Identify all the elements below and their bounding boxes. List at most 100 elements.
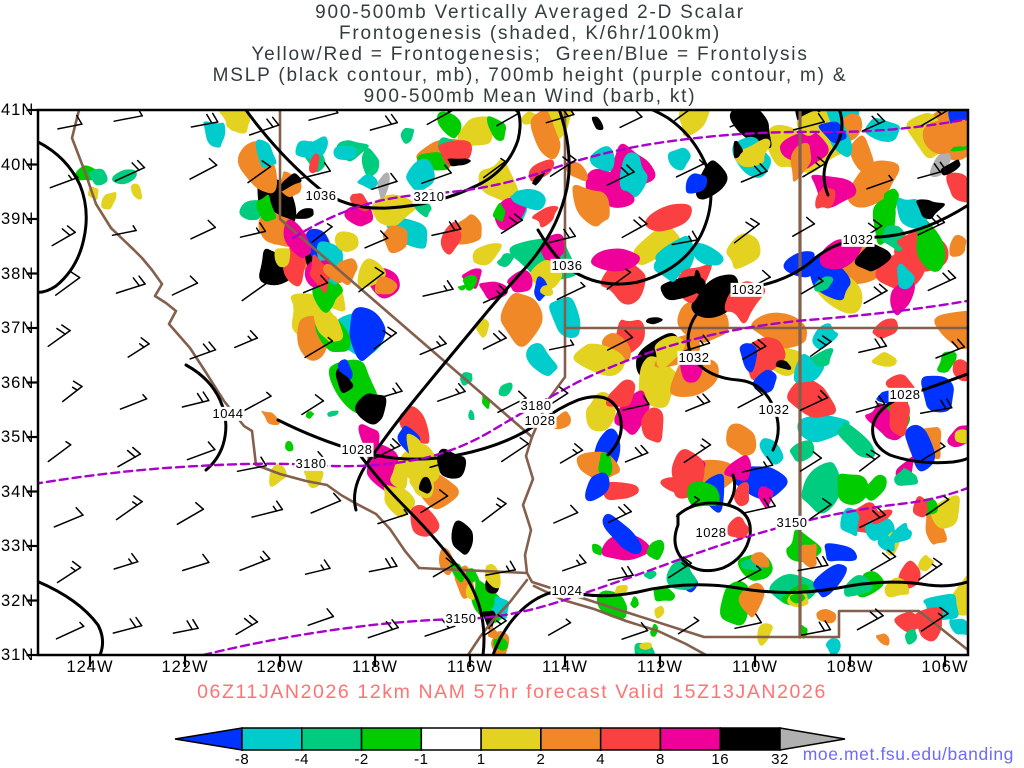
chart-title-block: 900-500mb Vertically Averaged 2-D Scalar… [40,2,1020,107]
shading-blob [619,152,648,198]
shading-blob [734,138,771,168]
shading-blob [355,393,387,425]
shading-blob [840,507,860,537]
shading-blob [374,276,398,295]
shading-blob [592,543,602,556]
shading-blob [591,116,604,131]
shading-blob [256,194,277,222]
shading-blob [685,173,708,194]
title-line-2: Frontogenesis (shaded, K/6hr/100km) [339,23,721,44]
shading-blob [727,516,750,540]
shading-blob [572,184,610,227]
shading-blob [361,148,380,179]
shading-blob [815,187,836,209]
shading-blob [667,147,691,171]
shading-blob [889,522,912,543]
shading-blob [921,375,954,413]
shading-blob [750,552,770,568]
shading-blob [457,284,467,291]
shading-blob [896,235,917,251]
shading-blob [654,605,665,619]
colorbar-segment [599,727,662,751]
shading-blob [309,153,320,174]
shading-blob [801,462,841,514]
shading-blob [269,464,287,487]
colorbar-over-arrow [779,727,846,751]
shading-blob [591,248,640,272]
shading-blob [526,342,558,376]
shading-blob [400,127,415,144]
shading-blob [946,172,968,203]
shading-blob [462,274,478,291]
shading-blob [285,440,294,452]
forecast-info-text: 06Z11JAN2026 12km NAM 57hr forecast Vali… [197,681,827,703]
shading-blob [88,168,108,186]
shading-blob [382,225,408,254]
shading-blob [472,243,502,266]
shading-blob [687,481,720,507]
shading-blob [274,248,291,268]
shading-blob [418,476,432,494]
title-line-4: MSLP (black contour, mb), 700mb height (… [212,65,848,86]
shading-blob [825,638,841,655]
shading-blob [692,242,724,266]
colorbar-segment [480,727,542,751]
shading-blob [653,586,676,602]
shading-blob [894,468,919,486]
shading-blob [437,111,462,139]
shading-blob [757,486,774,508]
shading-blob [775,360,792,370]
shading-blob [871,352,897,367]
shading-blob [532,205,559,228]
shading-blob [837,422,876,459]
mexico-border [417,566,968,652]
shading-blob [729,110,772,149]
shading-blob [602,513,642,555]
shading-blob [814,276,834,292]
shading-blob [630,596,639,609]
shading-blob [530,110,561,160]
shading-blob [358,424,380,455]
shading-blob [643,570,657,580]
shading-blob [733,140,743,159]
shading-blob [305,411,315,419]
shading-blob [945,119,968,148]
shading-blob [357,174,378,190]
shading-blob [478,159,519,204]
shading-blob [787,378,837,418]
shading-blob [934,310,968,350]
shading-blob [295,140,319,160]
credit-link[interactable]: moe.met.fsu.edu/banding [802,744,1014,764]
shading-blob [726,423,757,456]
shading-blob [540,285,554,297]
colorbar-segment [540,727,602,751]
shading-blob [337,359,353,380]
shading-blob [800,543,817,568]
shading-blob [724,455,752,481]
shading-blob [850,135,874,172]
shading-blob [396,444,440,485]
shading-blob [645,317,663,325]
shading-blob [789,440,815,462]
shading-blob [645,203,692,232]
colorbar-segment [719,727,781,751]
shading-blob [929,152,951,178]
mslp-contours [38,110,968,655]
shading-blob [739,343,758,373]
shading-blob [759,438,784,465]
shading-blob [641,407,664,443]
shading-blob [203,121,226,148]
shading-blob [349,307,386,362]
shading-blob [897,263,915,290]
shading-blob [465,581,476,600]
shading-blob [726,233,761,269]
shading-blob [498,382,513,397]
shading-blob [450,562,465,583]
colorbar-segment [420,727,482,751]
axis-ticks [26,108,947,667]
title-line-5: 900-500mb Mean Wind (barb, kt) [363,86,697,107]
shading-blob [255,139,277,169]
shading-blob [913,607,943,642]
shading-blob [222,110,249,132]
